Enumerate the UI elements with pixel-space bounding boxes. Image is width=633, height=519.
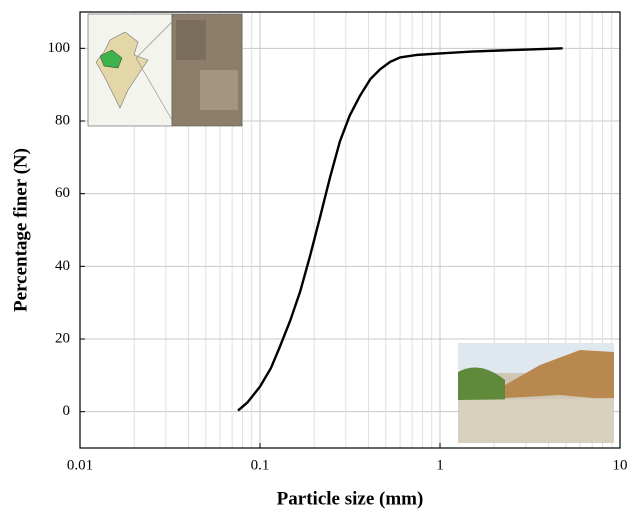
x-tick-label: 0.01 xyxy=(67,457,93,473)
y-tick-label: 0 xyxy=(63,403,71,419)
plot xyxy=(237,47,563,412)
y-tick-label: 80 xyxy=(55,112,70,128)
x-tick-label: 10 xyxy=(613,457,628,473)
y-tick-label: 60 xyxy=(55,185,70,201)
x-axis-label: Particle size (mm) xyxy=(277,488,424,509)
x-tick-label: 0.1 xyxy=(251,457,270,473)
plot-frame xyxy=(79,11,621,449)
map-inset xyxy=(87,13,243,127)
y-axis-label: Percentage finer (N) xyxy=(10,148,31,312)
x-tick-label: 1 xyxy=(436,457,444,473)
y-tick-label: 40 xyxy=(55,258,70,274)
y-tick-label: 20 xyxy=(55,330,70,346)
line-series xyxy=(237,47,563,412)
y-tick-label: 100 xyxy=(48,40,71,56)
site-photo xyxy=(458,343,614,443)
